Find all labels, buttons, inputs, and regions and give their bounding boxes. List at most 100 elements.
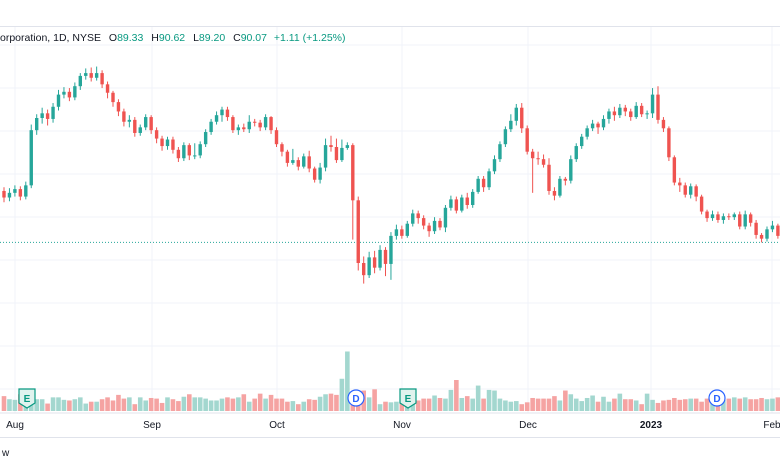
volume-bar — [285, 401, 290, 411]
volume-bar — [426, 398, 432, 411]
volume-bar — [742, 397, 748, 411]
candle-body — [699, 196, 704, 212]
candle-body — [634, 105, 638, 118]
candle-body — [394, 229, 399, 236]
volume-bar — [579, 401, 584, 411]
volume-bar — [753, 399, 759, 411]
volume-bar — [72, 399, 78, 411]
candle-body — [187, 145, 191, 156]
volume-bar — [67, 400, 72, 411]
candle-body — [100, 73, 104, 85]
top-toolbar — [0, 0, 780, 27]
volume-bar — [704, 398, 710, 411]
candle-body — [618, 107, 622, 116]
candle-body — [154, 130, 159, 139]
candle-body — [280, 144, 284, 152]
volume-bar — [225, 397, 230, 411]
candle-body — [629, 111, 633, 118]
volume-bar — [655, 402, 661, 411]
candle-body — [296, 160, 300, 167]
volume-bar — [688, 398, 693, 411]
candle-body — [481, 178, 486, 188]
x-axis-tick-label: Sep — [143, 420, 161, 431]
candle-body — [465, 197, 469, 205]
candle-body — [62, 91, 66, 95]
volume-bar — [99, 399, 105, 411]
volume-bar — [443, 398, 448, 411]
volume-bar — [459, 397, 465, 411]
volume-bar — [50, 397, 56, 411]
candle-body — [738, 214, 742, 227]
candlestick-chart[interactable]: E D E D Aug Sep Oct Nov Dec 2023 Feb — [0, 27, 780, 437]
candle-body — [51, 106, 55, 119]
candle-body — [601, 118, 606, 128]
candle-body — [144, 117, 148, 128]
volume-bar — [546, 398, 552, 411]
candle-body — [247, 121, 251, 130]
volume-bar — [563, 390, 568, 411]
x-axis-tick-label: Nov — [393, 420, 411, 431]
candle-body — [689, 186, 693, 195]
volume-bar — [252, 398, 257, 411]
open-label: O — [108, 32, 118, 44]
high-value: 90.62 — [158, 32, 186, 44]
volume-bar — [7, 399, 12, 411]
candle-body — [748, 214, 753, 223]
volume-bar — [748, 399, 753, 411]
volume-bar — [682, 399, 688, 411]
candle-body — [449, 199, 453, 208]
candle-body — [710, 214, 715, 219]
volume-bar — [197, 397, 203, 411]
candle-body — [732, 214, 736, 218]
volume-bar — [312, 399, 317, 411]
volume-bar — [83, 403, 89, 411]
volume-bar — [94, 401, 99, 411]
candle-body — [18, 189, 23, 197]
bottom-toolbar: w — [0, 437, 780, 471]
volume-bar — [535, 398, 541, 411]
volume-bar — [165, 397, 170, 411]
volume-bar — [366, 397, 372, 411]
candle-body — [13, 189, 17, 193]
candle-body — [78, 75, 82, 87]
marker-label: D — [352, 394, 359, 405]
volume-bar — [257, 393, 263, 411]
candle-body — [770, 225, 775, 230]
candle-body — [149, 117, 153, 131]
volume-bar — [557, 400, 563, 411]
x-axis-tick-label: 2023 — [640, 420, 663, 431]
candle-body — [40, 113, 44, 118]
candle-body — [24, 185, 28, 197]
volume-bar — [306, 399, 312, 411]
marker-label: E — [405, 394, 412, 405]
candle-body — [776, 225, 780, 236]
x-axis-tick-label: Dec — [519, 420, 537, 431]
candle-body — [35, 118, 39, 131]
volume-bar — [176, 401, 181, 411]
candle-body — [667, 128, 671, 158]
dividend-marker-icon — [347, 389, 365, 407]
candle-body — [438, 220, 442, 228]
volume-bar — [137, 397, 143, 411]
candle-body — [509, 120, 513, 130]
candle-body — [427, 225, 431, 232]
candle-body — [263, 117, 268, 128]
volume-bar — [650, 399, 655, 411]
candle-body — [94, 73, 99, 78]
volume-bar — [475, 385, 481, 411]
candle-body — [231, 117, 235, 131]
candle-body — [312, 168, 317, 180]
volume-bar — [726, 398, 732, 411]
candle-body — [122, 111, 126, 122]
candle-body — [214, 115, 219, 122]
volume-bar — [415, 400, 421, 411]
low-label: L — [193, 32, 199, 44]
volume-bar — [181, 396, 187, 411]
volume-bar — [45, 403, 50, 411]
volume-bar — [677, 399, 683, 411]
candle-body — [56, 94, 61, 107]
volume-bar — [759, 397, 764, 411]
candle-body — [471, 191, 475, 205]
volume-bar — [732, 397, 737, 411]
candle-body — [389, 235, 393, 264]
